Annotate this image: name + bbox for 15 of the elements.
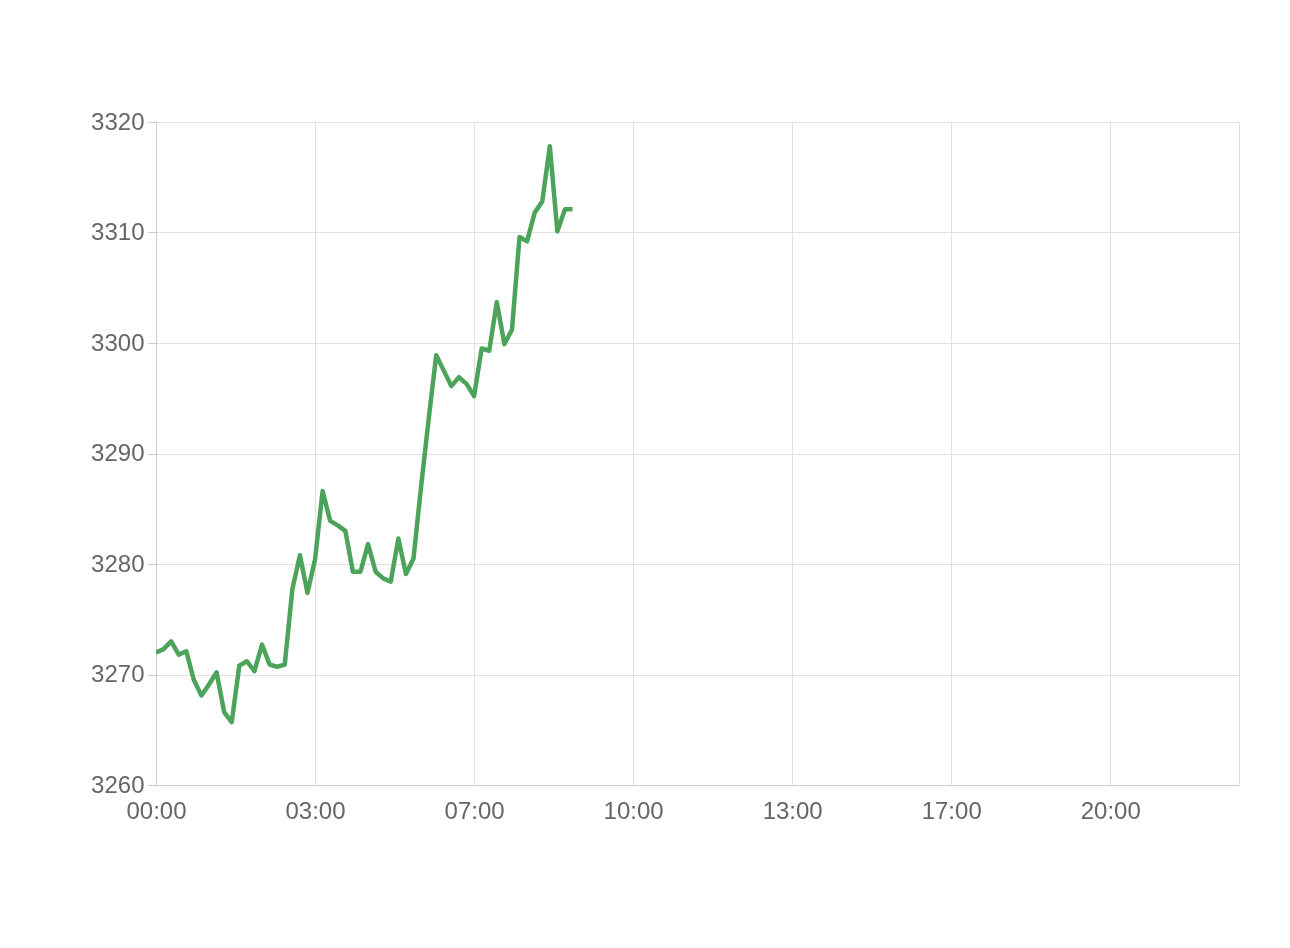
- y-tick-label: 3310: [91, 218, 145, 245]
- y-tick-label: 3290: [91, 439, 145, 466]
- y-tick-label: 3270: [91, 660, 145, 687]
- x-tick-label: 00:00: [126, 796, 187, 824]
- y-tick-label: 3280: [91, 549, 145, 577]
- x-tick-label: 10:00: [603, 796, 664, 824]
- x-tick-label: 03:00: [285, 796, 346, 824]
- line-series: [156, 144, 575, 725]
- y-tick-label: 3320: [91, 107, 145, 135]
- x-tick-label: 17:00: [921, 796, 982, 824]
- y-tick-label: 3260: [91, 770, 145, 798]
- x-tick-label: 20:00: [1080, 796, 1141, 824]
- x-tick-label: 07:00: [444, 796, 505, 824]
- x-tick-label: 13:00: [762, 796, 823, 824]
- y-tick-label: 3300: [91, 328, 145, 356]
